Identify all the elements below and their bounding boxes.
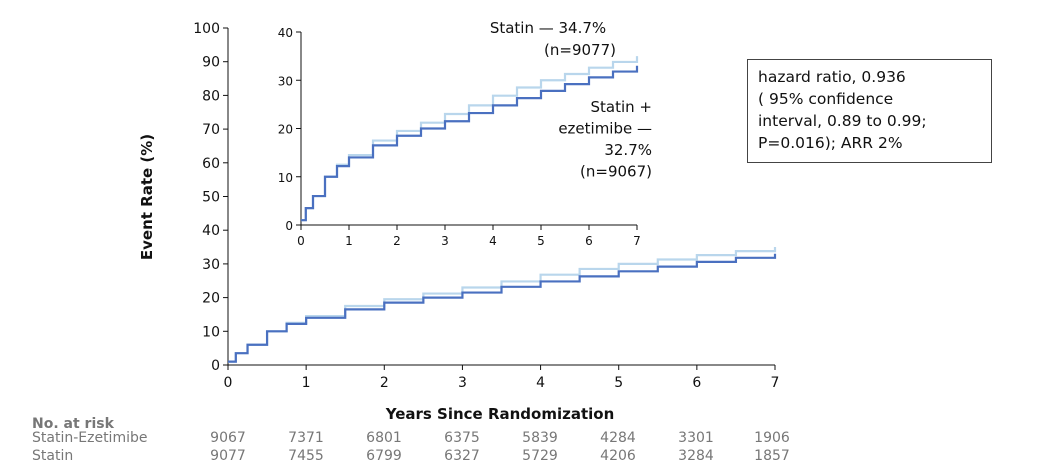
risk-value-statin: 5729 [522, 448, 558, 464]
main-y-tick-label: 90 [202, 55, 220, 71]
main-series-statin-ezetimibe [228, 253, 777, 363]
inset-plot: 0 10 20 30 40 0 1 2 3 4 5 6 7 Statin — 34.7% (n=9077) S… [278, 19, 652, 248]
inset-y-tick-label: 10 [278, 171, 293, 185]
main-y-tick-label: 80 [202, 88, 220, 104]
main-y-axis-title: Event Rate (%) [138, 134, 156, 260]
hr-line-4: P=0.016); ARR 2% [758, 134, 903, 152]
risk-value-ezetimibe: 9067 [210, 430, 246, 446]
inset-x-tick-label: 1 [345, 234, 353, 248]
risk-value-ezetimibe: 6375 [444, 430, 480, 446]
main-x-tick-label: 2 [380, 375, 389, 391]
hazard-ratio-box: hazard ratio, 0.936 ( 95% confidence int… [747, 59, 992, 163]
risk-value-statin: 6327 [444, 448, 480, 464]
main-x-tick-label: 3 [458, 375, 467, 391]
risk-value-statin: 3284 [678, 448, 714, 464]
risk-value-ezetimibe: 4284 [600, 430, 636, 446]
risk-value-ezetimibe: 7371 [288, 430, 324, 446]
main-x-tick-label: 7 [771, 375, 780, 391]
inset-y-tick-label: 20 [278, 123, 293, 137]
risk-value-ezetimibe: 6801 [366, 430, 402, 446]
risk-value-ezetimibe: 5839 [522, 430, 558, 446]
risk-row-label-statin: Statin [32, 448, 74, 464]
main-y-tick-label: 40 [202, 223, 220, 239]
hr-line-2: ( 95% confidence [758, 90, 894, 108]
main-x-axis-title: Years Since Randomization [385, 405, 615, 423]
inset-x-tick-label: 4 [489, 234, 497, 248]
inset-x-tick-label: 2 [393, 234, 401, 248]
inset-annotation-ezetimibe: ezetimibe — [558, 120, 652, 138]
risk-value-statin: 4206 [600, 448, 636, 464]
inset-annotation-ezetimibe: 32.7% [604, 141, 652, 159]
inset-annotation-ezetimibe: Statin + [591, 98, 653, 116]
inset-y-tick-label: 40 [278, 26, 293, 40]
main-x-tick-label: 0 [224, 375, 233, 391]
main-y-tick-label: 60 [202, 156, 220, 172]
main-y-tick-label: 100 [193, 21, 220, 37]
main-y-tick-label: 70 [202, 122, 220, 138]
main-y-tick-label: 10 [202, 324, 220, 340]
main-series-statin [228, 247, 777, 363]
inset-annotation-statin: (n=9077) [544, 41, 616, 59]
risk-table-title: No. at risk [32, 416, 114, 432]
main-x-tick-label: 1 [302, 375, 311, 391]
risk-value-ezetimibe: 3301 [678, 430, 714, 446]
hr-line-1: hazard ratio, 0.936 [758, 68, 906, 86]
main-x-tick-label: 6 [692, 375, 701, 391]
main-y-tick-label: 20 [202, 291, 220, 307]
risk-value-statin: 1857 [754, 448, 790, 464]
inset-x-tick-label: 6 [585, 234, 593, 248]
inset-annotation-ezetimibe: (n=9067) [580, 163, 652, 181]
main-y-tick-label: 0 [211, 358, 220, 374]
inset-x-tick-label: 0 [297, 234, 305, 248]
main-x-tick-label: 4 [536, 375, 545, 391]
main-x-tick-label: 5 [614, 375, 623, 391]
risk-value-statin: 9077 [210, 448, 246, 464]
inset-y-tick-label: 0 [285, 219, 293, 233]
inset-y-tick-label: 30 [278, 74, 293, 88]
main-y-tick-label: 50 [202, 190, 220, 206]
inset-annotation-statin: Statin — 34.7% [490, 19, 606, 37]
risk-value-statin: 6799 [366, 448, 402, 464]
risk-row-label-ezetimibe: Statin-Ezetimibe [32, 430, 148, 446]
risk-value-ezetimibe: 1906 [754, 430, 790, 446]
inset-x-tick-label: 3 [441, 234, 449, 248]
inset-x-tick-label: 7 [633, 234, 641, 248]
inset-series-statin-ezetimibe [301, 65, 639, 222]
risk-value-statin: 7455 [288, 448, 324, 464]
inset-series-statin [301, 56, 639, 222]
hr-line-3: interval, 0.89 to 0.99; [758, 112, 927, 130]
main-y-tick-label: 30 [202, 257, 220, 273]
inset-x-tick-label: 5 [537, 234, 545, 248]
